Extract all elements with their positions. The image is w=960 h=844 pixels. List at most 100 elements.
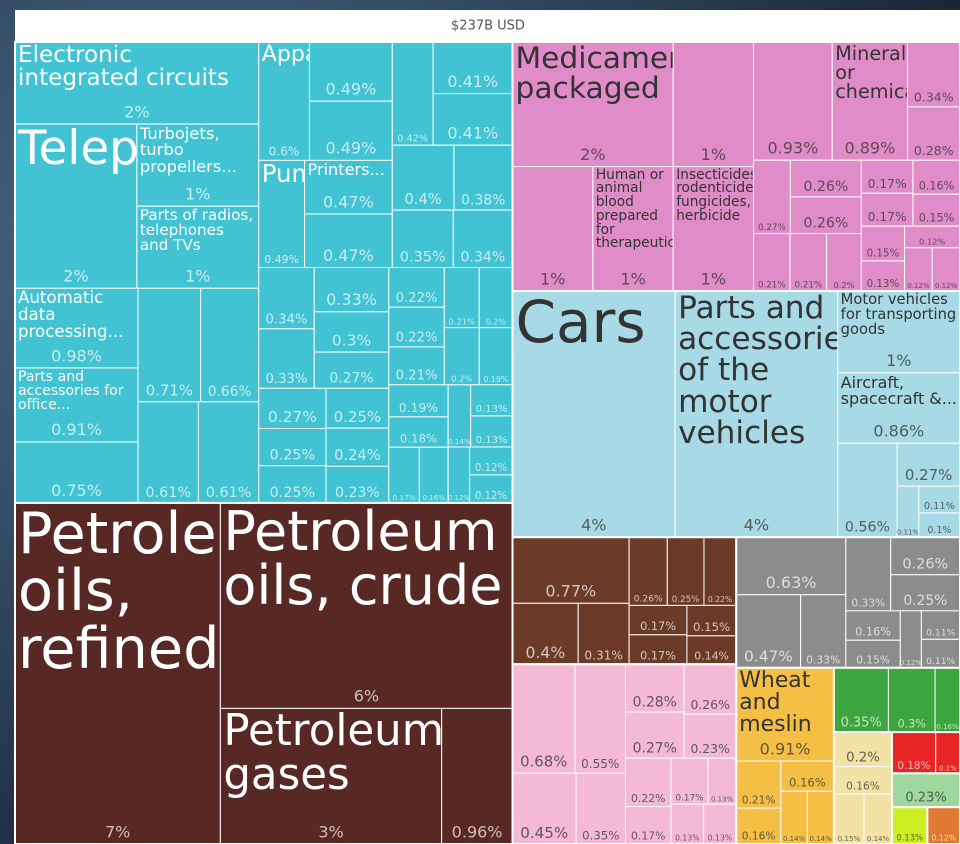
tile-name: Petroleum gases: [223, 708, 442, 800]
value-label: 1%: [540, 269, 565, 288]
value-label: 0.16%: [789, 776, 826, 790]
value-label: 0.22%: [396, 291, 438, 306]
tile: [845, 610, 901, 641]
tile: [753, 159, 791, 235]
value-label: 0.47%: [744, 648, 793, 666]
value-label: 0.1%: [939, 764, 957, 772]
value-label: 0.21%: [758, 280, 786, 290]
value-label: 0.68%: [520, 753, 567, 771]
value-label: 0.15%: [919, 211, 955, 224]
tile: [219, 707, 443, 844]
tile-name: Parts of radios, telephones and TVs: [139, 206, 254, 255]
tile-name: Human or animal blood prepared for thera…: [595, 166, 674, 252]
tile-name-box: Petroleum gases: [223, 708, 442, 800]
tile: [890, 536, 960, 576]
tile: [592, 166, 674, 292]
tile-name-box: Mineral or chemical...: [835, 44, 907, 102]
tile-name: Printers...: [307, 160, 385, 180]
value-label: 0.71%: [146, 381, 193, 399]
value-label: 0.16%: [423, 494, 446, 502]
tile: [931, 247, 960, 292]
value-label: 0.42%: [397, 133, 428, 144]
value-label: 0.21%: [449, 316, 476, 326]
value-label: 0.3%: [898, 717, 926, 730]
value-label: 0.15%: [838, 834, 861, 843]
tile-name: Cars: [515, 291, 646, 357]
value-label: 0.27%: [758, 223, 786, 233]
value-label: 0.21%: [396, 369, 438, 384]
tile-name: Motor vehicles for transporting goods: [840, 291, 957, 338]
tile: [197, 401, 260, 504]
value-label: 0.12%: [900, 659, 923, 667]
tile: [512, 290, 676, 538]
tile: [735, 536, 847, 596]
tile-name-box: Aircraft, spacecraft &...: [841, 374, 957, 406]
tile-name-box: Human or animal blood prepared for thera…: [595, 166, 674, 252]
tile: [837, 290, 960, 374]
tile: [137, 401, 199, 504]
tile: [512, 602, 579, 665]
tile: [891, 806, 928, 844]
value-label: 1%: [185, 267, 210, 286]
value-label: 0.12%: [919, 236, 946, 246]
tile: [14, 287, 139, 369]
tile: [14, 441, 139, 504]
tile-name-box: Wheat and meslin: [739, 669, 811, 735]
tile: [806, 790, 835, 844]
tile: [313, 267, 390, 313]
value-label: 0.33%: [266, 372, 308, 387]
value-label: 0.25%: [903, 593, 947, 609]
value-label: 0.12%: [931, 834, 956, 843]
value-label: 0.33%: [806, 653, 840, 666]
tile: [860, 225, 906, 262]
value-label: 0.34%: [914, 90, 954, 105]
tile: [735, 594, 802, 669]
tile: [891, 731, 937, 774]
value-label: 7%: [105, 822, 130, 841]
tile-name: Parts and accessories for office...: [18, 368, 124, 414]
value-label: 0.35%: [400, 249, 446, 265]
tile: [136, 123, 260, 207]
value-label: 0.34%: [266, 313, 308, 328]
tile: [628, 634, 688, 665]
tile: [789, 196, 862, 235]
value-label: 0.61%: [206, 485, 252, 501]
tile-name-box: Parts and accessories for office...: [18, 368, 124, 414]
value-label: 0.22%: [708, 595, 732, 604]
tile: [904, 247, 933, 292]
tile: [896, 442, 960, 487]
value-label: 0.17%: [868, 177, 907, 191]
value-label: 0.13%: [867, 278, 900, 290]
tile: [391, 41, 434, 146]
tile: [388, 346, 445, 386]
value-label: 0.2%: [846, 750, 880, 765]
tile-name: Automatic data processing...: [18, 288, 124, 341]
value-label: 0.45%: [520, 824, 568, 842]
value-label: 0.35%: [582, 828, 619, 842]
value-label: 0.16%: [936, 723, 959, 731]
tile: [418, 446, 449, 504]
tile-name-box: Telephone: [18, 126, 137, 173]
tile: [441, 707, 514, 844]
tile: [887, 667, 936, 733]
value-label: 0.4%: [526, 643, 566, 662]
value-label: 0.11%: [926, 656, 955, 667]
tile-name: Medicaments, packaged: [515, 42, 674, 106]
value-label: 0.24%: [334, 447, 381, 464]
value-label: 0.61%: [145, 485, 191, 501]
value-label: 0.11%: [897, 528, 920, 536]
value-label: 0.22%: [631, 792, 665, 805]
tile: [388, 416, 449, 448]
tile: [672, 166, 755, 292]
tile-name: Parts and accessories of the motor vehic…: [678, 291, 838, 451]
value-label: 0.27%: [329, 371, 373, 387]
tile: [920, 638, 960, 669]
tiles: 2% Electronic integrated circuits 2% Teleph…: [14, 41, 960, 844]
tile: [686, 635, 737, 665]
tile: [258, 428, 327, 467]
tile-name-box: Apparatus...: [262, 43, 310, 65]
tile: [670, 757, 709, 805]
tile: [325, 387, 390, 429]
tile-name-box: Automatic data processing...: [18, 288, 124, 341]
value-label: 0.13%: [476, 435, 508, 446]
